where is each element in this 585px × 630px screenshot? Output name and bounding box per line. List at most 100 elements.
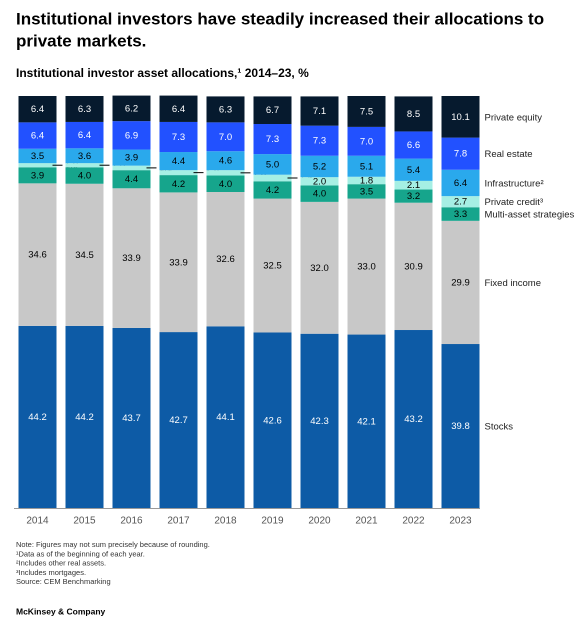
value-label: 44.1 (216, 412, 235, 423)
value-label: 2.0 (313, 176, 326, 187)
bar-segment (253, 332, 292, 508)
bar-segment (441, 344, 480, 508)
value-label: 7.1 (313, 106, 326, 117)
bar-segment (300, 177, 339, 186)
value-label: 2.7 (454, 197, 467, 208)
chart-title-line-2: private markets. (16, 31, 146, 50)
value-label: 6.2 (125, 103, 138, 114)
bar-segment (65, 163, 104, 168)
legend-label: Multi-asset strategies (485, 210, 575, 221)
note: ³Includes mortgages. (16, 568, 86, 577)
x-tick-label: 2019 (261, 516, 284, 527)
x-tick-label: 2018 (214, 516, 237, 527)
value-label: 4.2 (266, 185, 279, 196)
value-label: 6.4 (78, 130, 91, 141)
value-label: 44.2 (75, 412, 94, 423)
value-label: 4.2 (172, 179, 185, 190)
bar-segment (18, 325, 57, 508)
value-label: 7.3 (266, 134, 279, 145)
bar-segment (65, 183, 104, 326)
value-label: 5.2 (313, 161, 326, 172)
bar-segment (18, 122, 57, 149)
chart-subtitle: Institutional investor asset allocations… (16, 66, 309, 80)
value-label: 3.5 (360, 186, 373, 197)
bar-segment (441, 196, 480, 208)
value-label: 4.0 (219, 179, 232, 190)
value-label: 6.3 (78, 104, 91, 115)
bar-segment (253, 174, 292, 182)
bar-segment (394, 180, 433, 190)
value-label: 4.0 (78, 171, 91, 182)
bar-segment (112, 188, 151, 328)
bar-segment (206, 191, 245, 327)
bar-segment (18, 96, 57, 123)
bar-segment (65, 325, 104, 508)
value-label: 7.0 (360, 136, 373, 147)
bar-segment (65, 167, 104, 184)
value-label: 43.7 (122, 413, 141, 424)
value-label: 5.1 (360, 161, 373, 172)
bar-segment (300, 333, 339, 508)
bar-segment (206, 96, 245, 123)
bar-segment (441, 207, 480, 221)
bar-segment (112, 121, 151, 150)
bar-segment (18, 148, 57, 164)
bar-segment (300, 96, 339, 126)
value-label: 3.9 (125, 153, 138, 164)
bar-segment (112, 170, 151, 189)
note: ¹Data as of the beginning of each year. (16, 549, 145, 558)
value-label: 7.5 (360, 106, 373, 117)
value-label: 3.6 (78, 151, 91, 162)
legend-label: Private equity (485, 112, 543, 123)
x-tick-label: 2020 (308, 516, 331, 527)
bar-segment (159, 95, 198, 122)
bar-segment (441, 96, 480, 138)
value-label: 7.3 (313, 136, 326, 147)
bar-segment (253, 96, 292, 125)
value-label: 42.3 (310, 416, 329, 427)
bar-segment (206, 122, 245, 152)
bar-segment (394, 330, 433, 508)
note: ²Includes other real assets. (16, 559, 106, 568)
bar-segment (206, 326, 245, 508)
value-label: 7.8 (454, 149, 467, 160)
value-label: 33.9 (122, 253, 141, 264)
value-label: 44.2 (28, 412, 47, 423)
bar-segment (347, 184, 386, 199)
value-label: 32.0 (310, 263, 329, 274)
value-label: 3.2 (407, 191, 420, 202)
bar-segment (394, 158, 433, 181)
value-label: 10.1 (451, 112, 470, 123)
bar-segment (206, 175, 245, 192)
bar-segment (65, 148, 104, 164)
bar-segment (347, 155, 386, 177)
bar-segment (394, 96, 433, 132)
bar-segment (347, 334, 386, 508)
legend-label: Private credit³ (485, 197, 544, 208)
brand: McKinsey & Company (16, 606, 106, 616)
value-label: 6.9 (125, 130, 138, 141)
chart-title-line-1: Institutional investors have steadily in… (16, 9, 544, 28)
bar-segment (300, 201, 339, 334)
value-label: 7.0 (219, 132, 232, 143)
value-label: 32.5 (263, 261, 282, 272)
bar-segment (253, 124, 292, 155)
value-label: 32.6 (216, 254, 235, 265)
value-label: 42.6 (263, 415, 282, 426)
x-tick-label: 2023 (449, 516, 472, 527)
bar-segment (394, 131, 433, 159)
bar-segment (394, 202, 433, 331)
x-tick-label: 2021 (355, 516, 378, 527)
bar-segment (206, 170, 245, 176)
value-label: 2.1 (407, 180, 420, 191)
bar-segment (300, 125, 339, 156)
bar-segment (347, 198, 386, 335)
value-label: 3.5 (31, 151, 44, 162)
value-label: 34.6 (28, 250, 47, 261)
bar-segment (112, 149, 151, 166)
value-label: 6.7 (266, 105, 279, 116)
bar-segment (18, 183, 57, 326)
value-label: 39.8 (451, 421, 470, 432)
legend-label: Stocks (485, 422, 514, 433)
